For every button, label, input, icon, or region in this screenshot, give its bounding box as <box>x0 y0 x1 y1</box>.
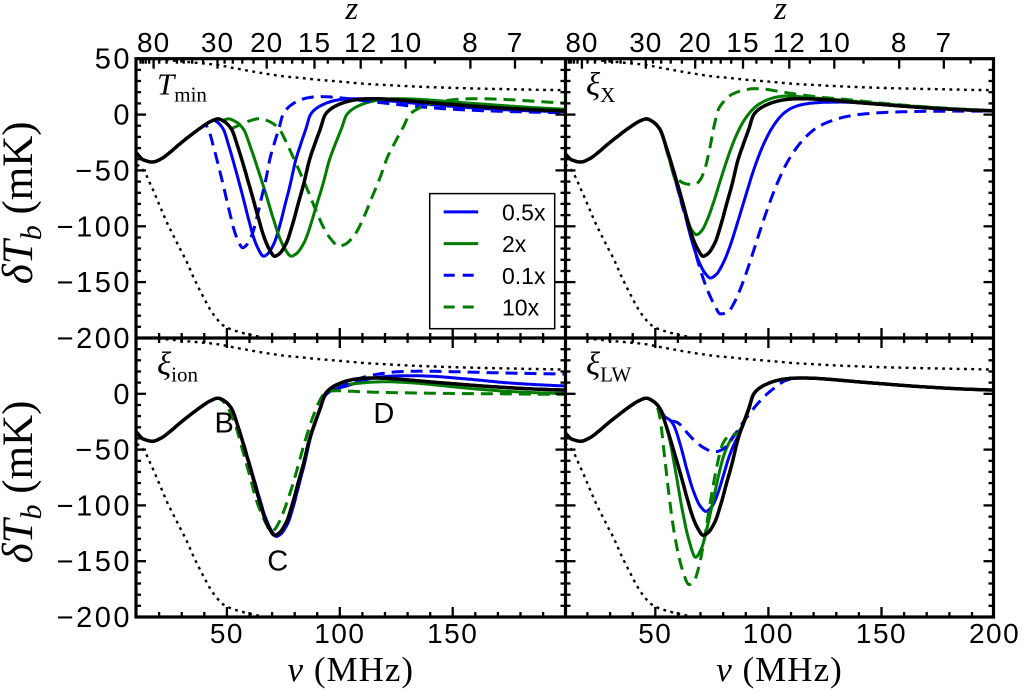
svg-text:15: 15 <box>298 27 331 58</box>
svg-text:ξX: ξX <box>586 67 615 107</box>
svg-text:10x: 10x <box>502 295 540 321</box>
svg-text:−50: −50 <box>75 435 132 467</box>
svg-text:15: 15 <box>726 27 759 58</box>
svg-text:12: 12 <box>344 27 377 58</box>
svg-text:−100: −100 <box>57 490 132 522</box>
svg-text:−200: −200 <box>57 323 132 355</box>
svg-text:100: 100 <box>743 618 794 649</box>
svg-text:ξion: ξion <box>157 347 198 387</box>
svg-text:0: 0 <box>113 379 132 411</box>
svg-text:150: 150 <box>856 618 907 649</box>
svg-text:7: 7 <box>936 27 953 58</box>
svg-text:−150: −150 <box>57 267 132 299</box>
svg-text:ν (MHz): ν (MHz) <box>716 650 843 689</box>
svg-text:30: 30 <box>201 27 234 58</box>
svg-text:B: B <box>215 408 234 440</box>
svg-text:Tmin: Tmin <box>157 67 207 107</box>
svg-text:0.5x: 0.5x <box>502 199 546 225</box>
svg-text:10: 10 <box>818 27 851 58</box>
svg-text:80: 80 <box>565 27 598 58</box>
svg-text:80: 80 <box>137 27 170 58</box>
svg-text:z: z <box>344 0 358 27</box>
svg-text:−100: −100 <box>57 211 132 243</box>
svg-text:0: 0 <box>113 100 132 132</box>
svg-text:50: 50 <box>95 44 132 76</box>
svg-text:D: D <box>373 398 394 430</box>
svg-text:z: z <box>773 0 787 27</box>
svg-text:−50: −50 <box>75 155 132 187</box>
svg-text:30: 30 <box>629 27 662 58</box>
svg-text:50: 50 <box>638 618 672 649</box>
svg-text:δTb (mK): δTb (mK) <box>0 121 48 284</box>
svg-text:100: 100 <box>314 618 365 649</box>
svg-text:8: 8 <box>462 27 479 58</box>
svg-text:8: 8 <box>891 27 908 58</box>
svg-text:12: 12 <box>773 27 806 58</box>
svg-text:ξLW: ξLW <box>586 347 631 387</box>
svg-text:0.1x: 0.1x <box>502 263 546 289</box>
svg-text:50: 50 <box>210 618 244 649</box>
svg-text:δTb (mK): δTb (mK) <box>0 401 48 564</box>
svg-text:150: 150 <box>427 618 478 649</box>
svg-text:C: C <box>267 546 288 578</box>
svg-text:20: 20 <box>679 27 712 58</box>
svg-text:−200: −200 <box>57 602 132 634</box>
svg-text:−150: −150 <box>57 546 132 578</box>
svg-text:200: 200 <box>969 618 1020 649</box>
svg-text:10: 10 <box>389 27 422 58</box>
svg-text:20: 20 <box>250 27 283 58</box>
svg-text:ν (MHz): ν (MHz) <box>288 650 415 689</box>
svg-text:2x: 2x <box>502 231 527 257</box>
svg-text:7: 7 <box>507 27 524 58</box>
